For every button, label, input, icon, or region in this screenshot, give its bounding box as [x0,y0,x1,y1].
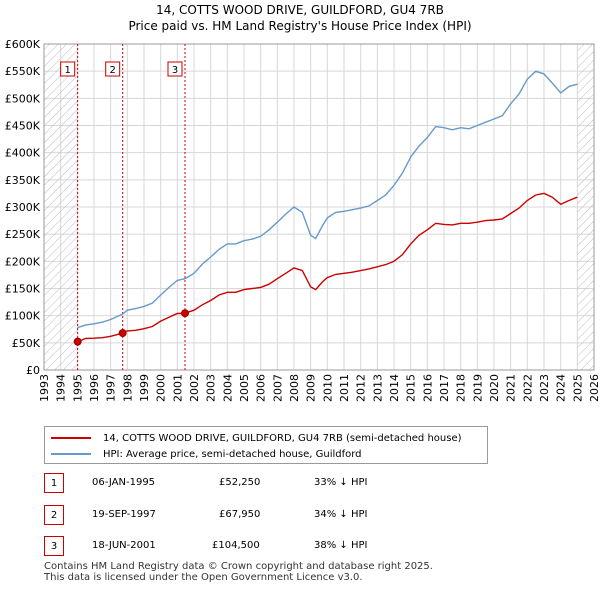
x-tick-label: 2024 [555,374,568,402]
x-tick-label: 2018 [455,374,468,402]
x-tick-label: 1993 [38,374,51,402]
x-tick-label: 2000 [155,374,168,402]
x-tick-label: 2013 [371,374,384,402]
x-tick-label: 1996 [88,374,101,402]
x-tick-label: 2023 [538,374,551,402]
y-tick-label: £50K [12,337,41,350]
sale-label-box [105,61,121,77]
sale-label-number: 2 [109,65,115,76]
x-tick-label: 2011 [338,374,351,402]
transaction-price: £104,500 [212,540,260,551]
chart-legend: 14, COTTS WOOD DRIVE, GUILDFORD, GU4 7RB… [44,426,488,464]
x-tick-label: 2001 [171,374,184,402]
y-tick-label: £350K [5,174,41,187]
legend-swatch-price [51,437,91,439]
x-tick-label: 2017 [438,374,451,402]
y-tick-label: £250K [5,228,41,241]
x-tick-label: 2022 [521,374,534,402]
x-tick-label: 1998 [121,374,134,402]
transaction-hpi: 34% ↓ HPI [314,509,368,520]
sale-point [181,309,189,318]
x-tick-label: 2020 [488,374,501,402]
x-tick-label: 2016 [421,374,434,402]
sale-point [118,329,127,338]
x-tick-label: 2008 [288,374,301,402]
hatched-region [44,44,78,370]
sale-label-box [167,61,183,77]
plot-frame [43,43,595,371]
legend-item-price: 14, COTTS WOOD DRIVE, GUILDFORD, GU4 7RB… [51,431,462,445]
footer-notice: Contains HM Land Registry data © Crown c… [44,561,433,583]
y-tick-label: £300K [5,201,41,214]
x-tick-label: 1994 [55,374,68,402]
y-tick-label: £550K [5,65,41,78]
chart-title-line2: Price paid vs. HM Land Registry's House … [128,19,472,33]
legend-label-price: 14, COTTS WOOD DRIVE, GUILDFORD, GU4 7RB… [103,432,462,444]
transaction-hpi: 38% ↓ HPI [314,540,368,551]
sale-label-number: 1 [64,65,70,76]
y-tick-label: £100K [5,310,41,323]
x-tick-label: 2012 [355,374,368,402]
transaction-row: 1 06-JAN-1995 £52,250 33% ↓ HPI [44,473,444,495]
transaction-hpi: 33% ↓ HPI [314,477,368,488]
transaction-date: 19-SEP-1997 [92,509,156,520]
x-tick-label: 2007 [271,374,284,402]
y-tick-label: £400K [5,147,41,160]
transaction-date: 18-JUN-2001 [92,540,156,551]
series-line-price [77,192,578,343]
x-tick-label: 2015 [405,374,418,402]
series-line-hpi [77,70,578,329]
x-tick-label: 2003 [205,374,218,402]
transaction-price: £52,250 [219,477,261,488]
legend-label-hpi: HPI: Average price, semi-detached house,… [103,448,362,460]
transaction-number: 3 [44,536,64,556]
y-tick-label: £150K [5,283,41,296]
legend-item-hpi: HPI: Average price, semi-detached house,… [51,447,362,461]
transaction-row: 2 19-SEP-1997 £67,950 34% ↓ HPI [44,505,444,527]
x-tick-label: 2014 [388,374,401,402]
sale-label-box [60,61,76,77]
y-tick-label: £200K [5,255,41,268]
transaction-row: 3 18-JUN-2001 £104,500 38% ↓ HPI [44,536,444,558]
chart-title-line1: 14, COTTS WOOD DRIVE, GUILDFORD, GU4 7RB [156,3,444,17]
price-chart: £0 £50K £100K £150K £200K £250K £300K £350K £400… [5,38,600,402]
sale-point [73,337,82,346]
x-tick-label: 2010 [321,374,334,402]
y-tick-label: £0 [26,364,40,377]
y-tick-label: £500K [5,92,41,105]
y-tick-label: £450K [5,120,41,133]
transaction-number: 1 [44,473,64,493]
transaction-price: £67,950 [219,509,261,520]
sale-label-number: 3 [172,65,178,76]
x-tick-label: 1995 [71,374,84,402]
transaction-number: 2 [44,505,64,525]
x-tick-label: 2005 [238,374,251,402]
x-tick-label: 2004 [221,374,234,402]
footer-copyright: Contains HM Land Registry data © Crown c… [44,561,433,572]
x-tick-label: 2019 [471,374,484,402]
footer-licence: This data is licensed under the Open Gov… [44,572,363,583]
x-tick-label: 1997 [105,374,118,402]
x-tick-label: 2021 [505,374,518,402]
transaction-date: 06-JAN-1995 [92,477,156,488]
x-tick-label: 2009 [305,374,318,402]
x-tick-label: 2026 [588,374,600,402]
hatched-region [577,44,594,370]
legend-swatch-hpi [51,453,91,455]
y-tick-label: £600K [5,38,41,51]
x-tick-label: 1999 [138,374,151,402]
x-tick-label: 2025 [571,374,584,402]
x-tick-label: 2002 [188,374,201,402]
x-tick-label: 2006 [255,374,268,402]
